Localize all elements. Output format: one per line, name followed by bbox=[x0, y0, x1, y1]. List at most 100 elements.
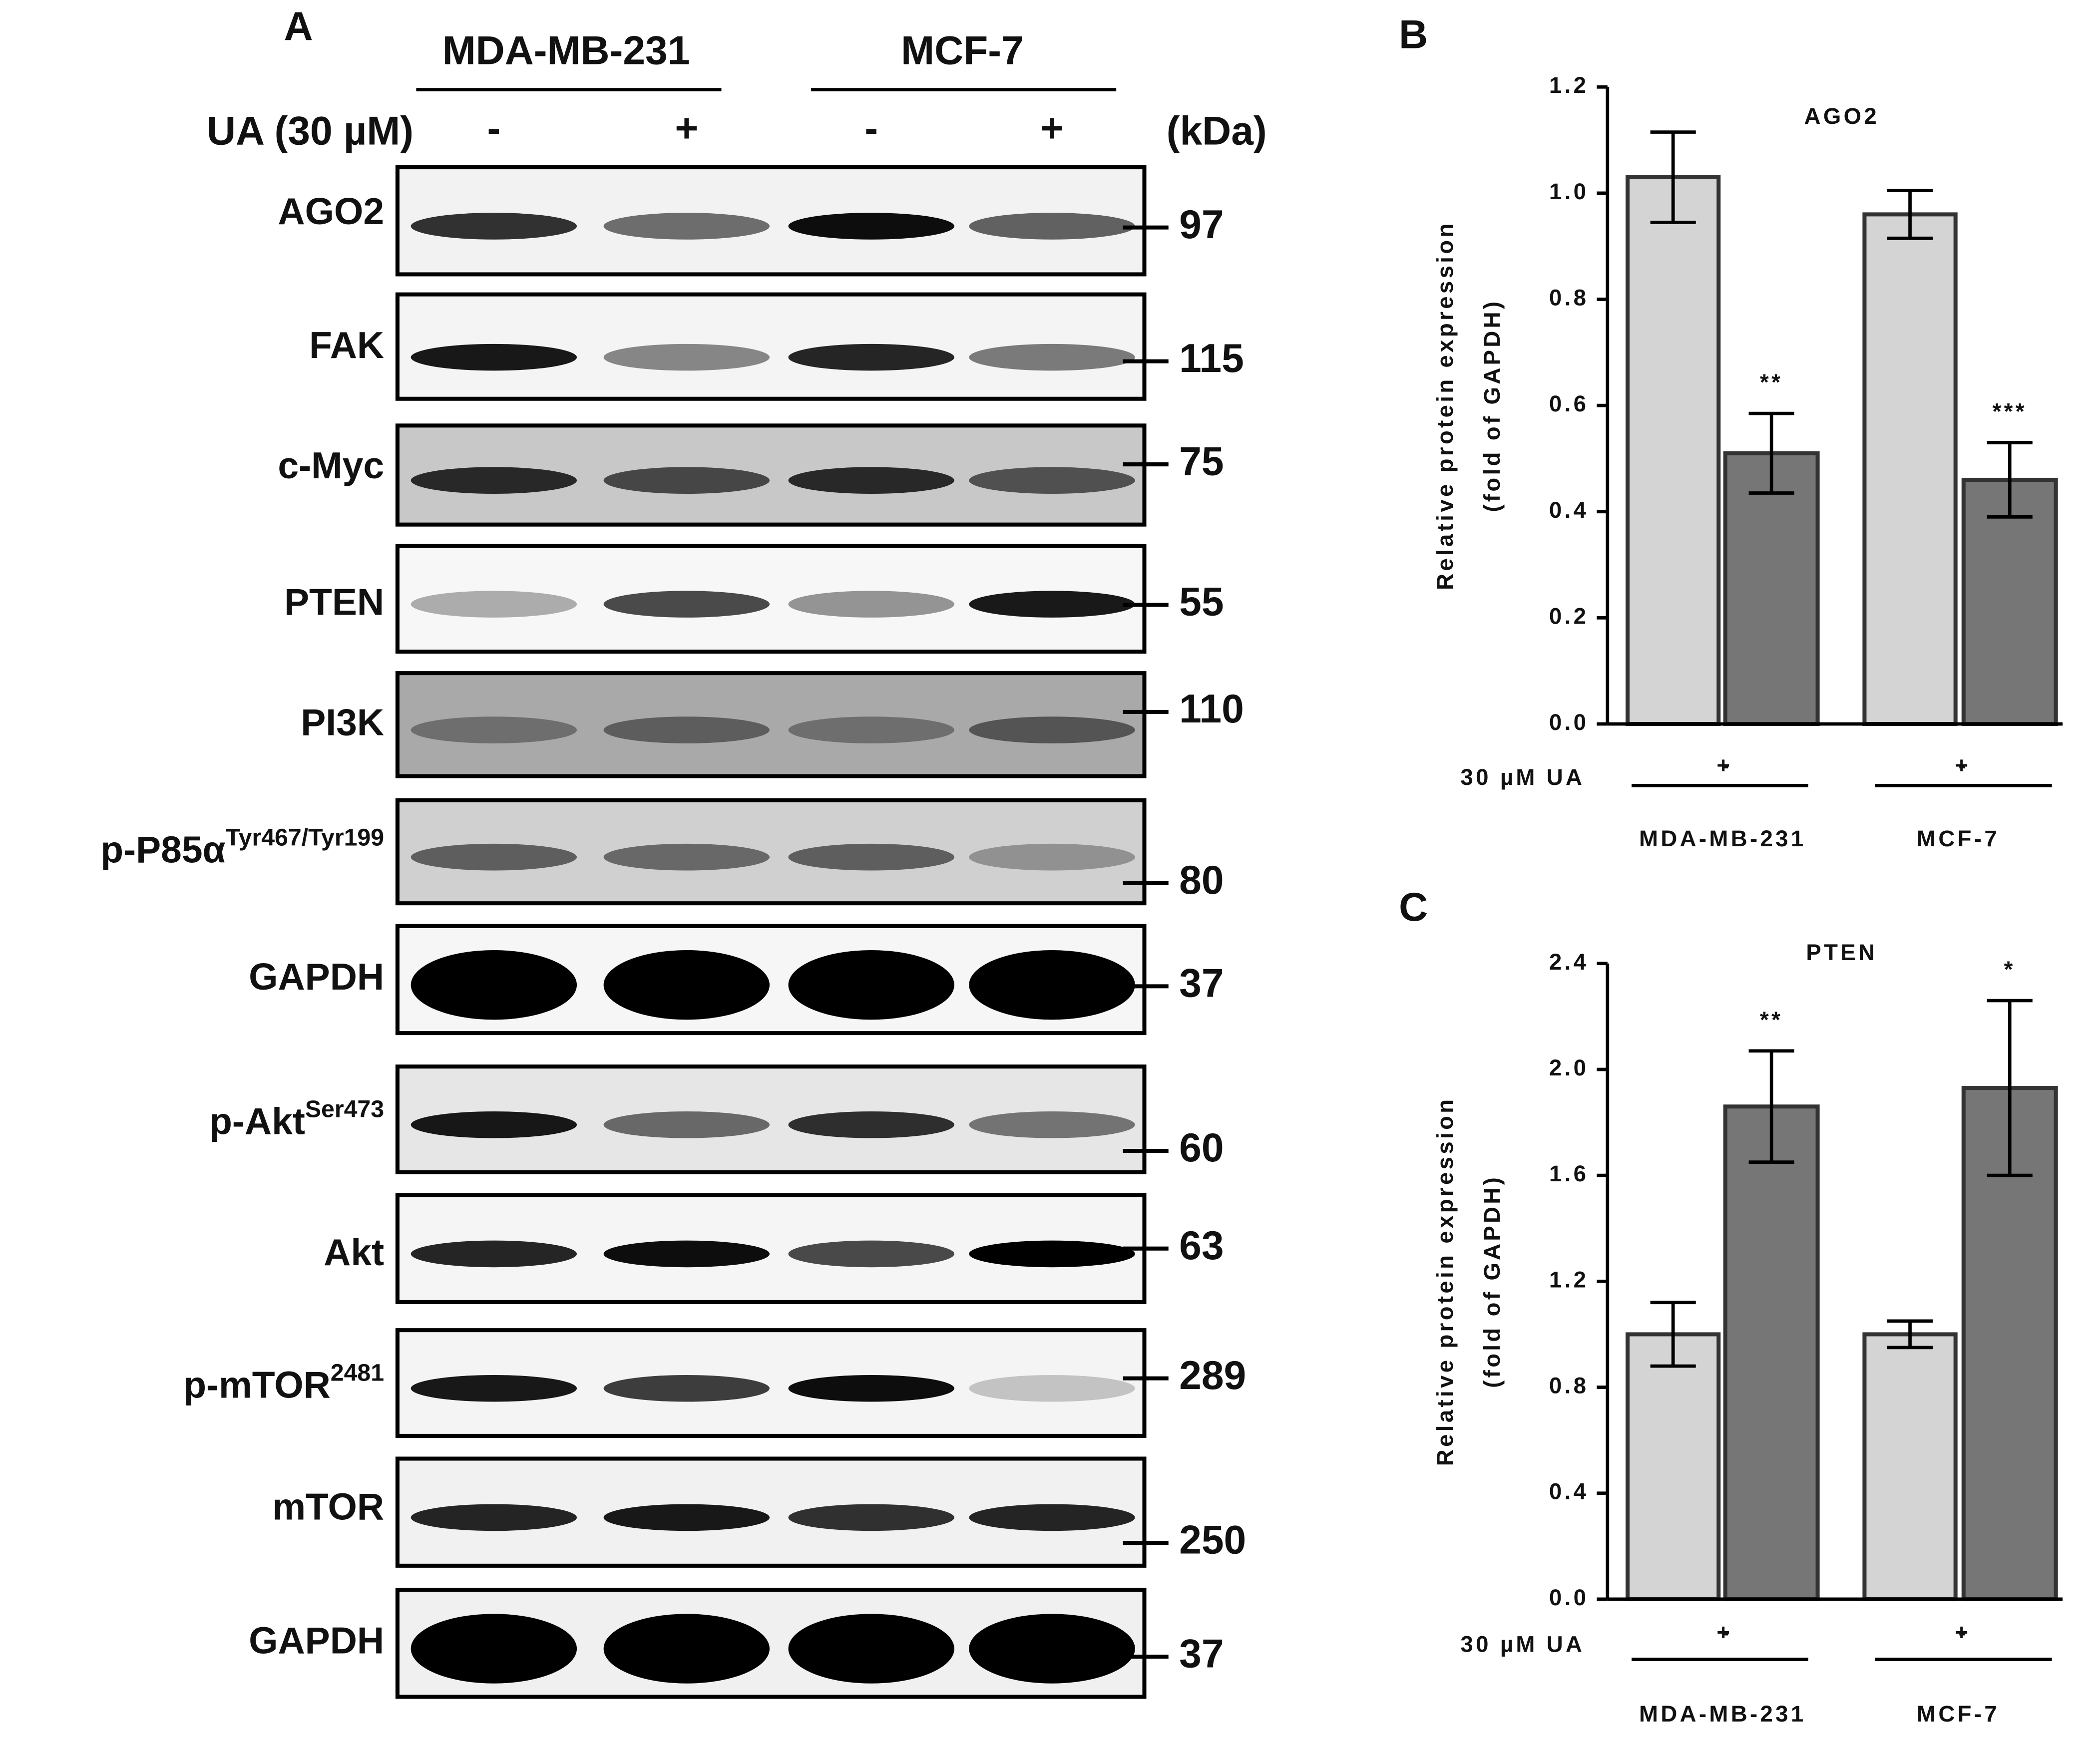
significance: ** bbox=[1760, 369, 1783, 395]
band bbox=[788, 716, 954, 743]
row-label: p-AktSer473 bbox=[209, 1095, 384, 1142]
band bbox=[969, 213, 1135, 240]
y-tick-label: 0.2 bbox=[1549, 603, 1589, 629]
bar bbox=[1862, 212, 1958, 726]
band bbox=[969, 950, 1135, 1020]
row-label-sup: 2481 bbox=[331, 1359, 384, 1386]
band bbox=[603, 1240, 770, 1268]
unit-label: (kDa) bbox=[1167, 108, 1267, 153]
band bbox=[411, 1614, 577, 1684]
row-label-text: p-P85α bbox=[100, 828, 225, 870]
group-label: MDA-MB-231 bbox=[442, 28, 690, 73]
group-label: MCF-7 bbox=[1917, 826, 2000, 851]
y-tick-label: 0.8 bbox=[1549, 1373, 1589, 1398]
band bbox=[788, 591, 954, 618]
kda-label: 110 bbox=[1179, 687, 1244, 731]
y-axis-label: (fold of GAPDH) bbox=[1479, 1175, 1505, 1388]
band bbox=[603, 344, 770, 371]
y-tick-label: 1.6 bbox=[1549, 1161, 1589, 1186]
band bbox=[788, 843, 954, 871]
x-tick-label: - bbox=[1959, 752, 1969, 778]
row-label-text: mTOR bbox=[272, 1485, 384, 1527]
band bbox=[411, 843, 577, 871]
band bbox=[788, 213, 954, 240]
y-tick-label: 1.2 bbox=[1549, 72, 1589, 98]
band bbox=[969, 1375, 1135, 1402]
x-tick-label: - bbox=[1721, 752, 1732, 778]
band bbox=[411, 1111, 577, 1138]
y-tick-label: 1.0 bbox=[1549, 179, 1589, 204]
y-tick-label: 2.4 bbox=[1549, 949, 1589, 975]
band bbox=[788, 1504, 954, 1531]
band bbox=[411, 1375, 577, 1402]
y-tick-label: 0.4 bbox=[1549, 1479, 1589, 1504]
kda-label: 97 bbox=[1179, 202, 1224, 247]
lane-label: - bbox=[864, 106, 878, 151]
y-axis-label: (fold of GAPDH) bbox=[1479, 299, 1505, 512]
row-label: c-Myc bbox=[278, 444, 384, 486]
x-tick-label: + bbox=[1955, 752, 1971, 778]
panel-label: A bbox=[284, 4, 313, 49]
y-tick-label: 0.4 bbox=[1549, 497, 1589, 523]
kda-label: 37 bbox=[1179, 1631, 1224, 1676]
band bbox=[969, 1614, 1135, 1684]
error-bar bbox=[1887, 1319, 1933, 1350]
band bbox=[411, 716, 577, 743]
kda-label: 37 bbox=[1179, 961, 1224, 1006]
band bbox=[603, 1375, 770, 1402]
row-label: FAK bbox=[309, 324, 384, 366]
band bbox=[969, 1240, 1135, 1268]
error-bar bbox=[1987, 999, 2033, 1177]
error-bar bbox=[1748, 411, 1794, 495]
error-bar bbox=[1650, 1301, 1696, 1368]
band bbox=[969, 344, 1135, 371]
error-bar bbox=[1748, 1049, 1794, 1164]
band bbox=[788, 1614, 954, 1684]
y-tick-label: 1.2 bbox=[1549, 1267, 1589, 1292]
lane-label: - bbox=[487, 106, 500, 151]
row-label-text: PI3K bbox=[301, 701, 384, 743]
lane-label: + bbox=[1040, 106, 1064, 151]
row-label: Akt bbox=[324, 1231, 384, 1273]
kda-label: 80 bbox=[1179, 858, 1224, 903]
band bbox=[603, 1504, 770, 1531]
band bbox=[788, 1111, 954, 1138]
band bbox=[788, 1375, 954, 1402]
band bbox=[969, 467, 1135, 494]
band bbox=[603, 950, 770, 1020]
row-label-text: GAPDH bbox=[249, 1619, 384, 1661]
x-tick-label: + bbox=[1716, 752, 1732, 778]
x-tick-label: - bbox=[1721, 1620, 1732, 1645]
kda-label: 115 bbox=[1179, 336, 1244, 381]
row-label-text: Akt bbox=[324, 1231, 384, 1273]
significance: ** bbox=[1760, 1007, 1783, 1033]
kda-label: 55 bbox=[1179, 580, 1224, 625]
row-label: GAPDH bbox=[249, 956, 384, 998]
treatment-label: 30 µM UA bbox=[1460, 764, 1585, 790]
y-tick-label: 0.8 bbox=[1549, 285, 1589, 311]
row-label: p-P85αTyr467/Tyr199 bbox=[100, 824, 384, 870]
row-label-text: AGO2 bbox=[278, 190, 384, 232]
bar bbox=[1626, 175, 1721, 726]
lane-label: + bbox=[675, 106, 698, 151]
chart-title: PTEN bbox=[1806, 940, 1877, 965]
group-label: MDA-MB-231 bbox=[1639, 826, 1806, 851]
band bbox=[411, 591, 577, 618]
row-label: PI3K bbox=[301, 701, 384, 743]
row-label-text: PTEN bbox=[284, 581, 384, 623]
bar bbox=[1626, 1332, 1721, 1601]
row-label: p-mTOR2481 bbox=[183, 1359, 384, 1405]
band bbox=[411, 1240, 577, 1268]
chart-title: AGO2 bbox=[1804, 103, 1880, 129]
bar bbox=[1862, 1332, 1958, 1601]
band bbox=[411, 344, 577, 371]
band bbox=[603, 1614, 770, 1684]
kda-label: 289 bbox=[1179, 1353, 1246, 1398]
bar bbox=[1723, 451, 1820, 726]
kda-label: 63 bbox=[1179, 1223, 1224, 1268]
significance: *** bbox=[1993, 399, 2027, 424]
kda-label: 75 bbox=[1179, 439, 1224, 484]
band bbox=[788, 467, 954, 494]
y-tick-label: 2.0 bbox=[1549, 1055, 1589, 1080]
